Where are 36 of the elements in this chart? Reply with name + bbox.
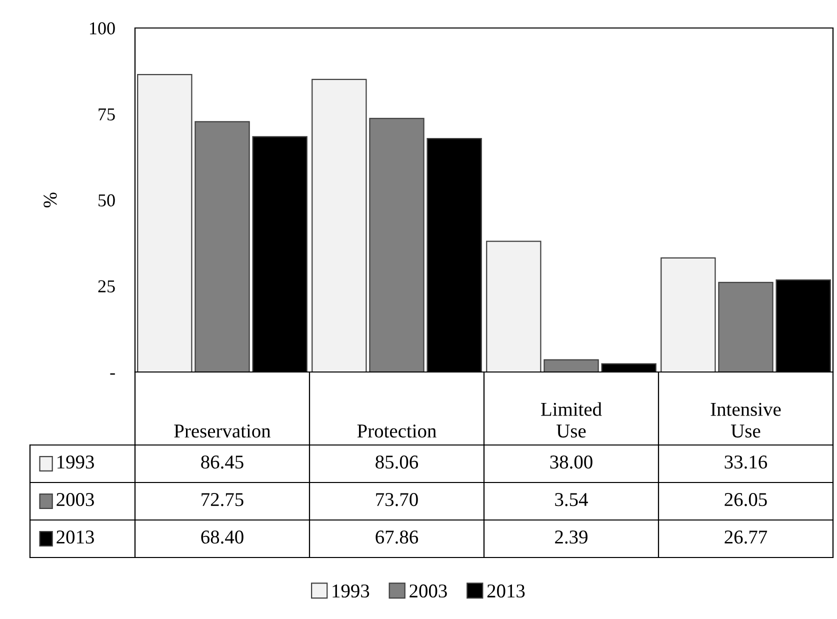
x-tick-label: Intensive Use (710, 402, 781, 438)
text: 2013 (56, 530, 94, 544)
bar (718, 282, 774, 372)
x-tick-label: Preservation (174, 424, 271, 438)
y-tick-label: 25 (98, 280, 115, 292)
data-label: 73.70 (376, 492, 418, 506)
y-axis-title: % (44, 192, 57, 208)
bar (312, 78, 367, 372)
data-label: 68.40 (201, 530, 244, 544)
text: 2003 (410, 584, 447, 598)
bar (194, 121, 250, 372)
y-tick-label: - (110, 373, 115, 375)
data-label: 67.86 (376, 530, 418, 544)
bar (137, 74, 192, 372)
y-tick-label: 75 (98, 108, 115, 120)
data-label: 86.45 (201, 455, 244, 469)
legend-label: 2013 (487, 584, 525, 598)
legend-label: 2003 (56, 492, 94, 506)
x-tick-label: Protection (357, 424, 436, 438)
bar (660, 257, 716, 372)
data-label: 85.06 (376, 455, 418, 469)
legend-label: 1993 (58, 456, 94, 469)
text: 1993 (332, 584, 370, 598)
data-label: 3.54 (555, 493, 588, 506)
data-label: 26.05 (724, 492, 767, 506)
y-tick-label: 50 (98, 194, 115, 206)
x-tick-label: Limited Use (541, 402, 602, 438)
data-label: 33.16 (724, 456, 768, 469)
bar (369, 118, 424, 372)
y-tick-label: 100 (90, 22, 115, 34)
data-label: 38.00 (550, 455, 592, 469)
bar (544, 359, 599, 372)
data-label: 72.75 (202, 493, 244, 506)
data-label: 26.77 (724, 530, 768, 544)
data-label: 2.39 (555, 530, 588, 544)
bar (486, 240, 542, 372)
